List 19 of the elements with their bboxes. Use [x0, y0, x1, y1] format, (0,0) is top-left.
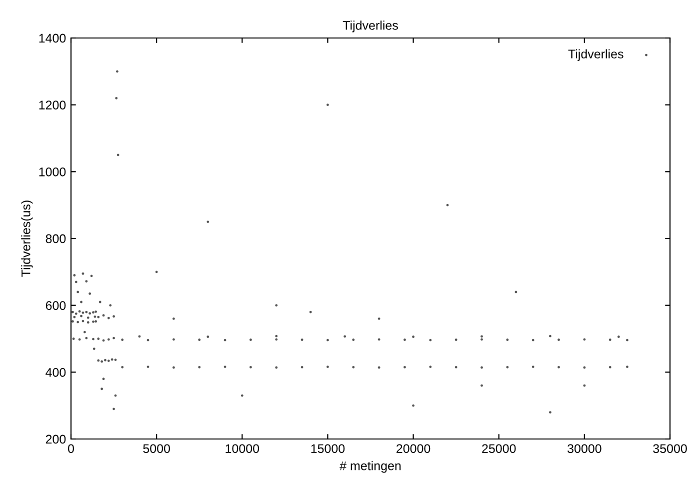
x-tick-label: 25000 [482, 444, 516, 454]
y-tick-label: 800 [46, 234, 66, 244]
x-tick-label: 35000 [653, 444, 687, 454]
x-tick-label: 30000 [568, 444, 602, 454]
x-tick-label: 0 [68, 444, 74, 454]
x-tick-label: 5000 [143, 444, 170, 454]
y-tick-label: 400 [46, 368, 66, 377]
y-tick-label: 1000 [39, 167, 66, 176]
y-tick-label: 1200 [39, 100, 66, 110]
x-axis-title: # metingen [340, 461, 401, 473]
y-tick-label: 200 [46, 434, 66, 444]
x-tick-label: 10000 [226, 444, 260, 454]
x-tick-label: 20000 [396, 444, 430, 454]
chart-title: Tijdverlies [342, 20, 398, 32]
x-tick-label: 15000 [311, 444, 345, 454]
legend-label: Tijdverlies [568, 49, 624, 61]
y-axis-title: Tijdverlies(us) [21, 200, 33, 277]
y-tick-label: 600 [46, 301, 66, 310]
y-tick-label: 1400 [39, 34, 66, 43]
